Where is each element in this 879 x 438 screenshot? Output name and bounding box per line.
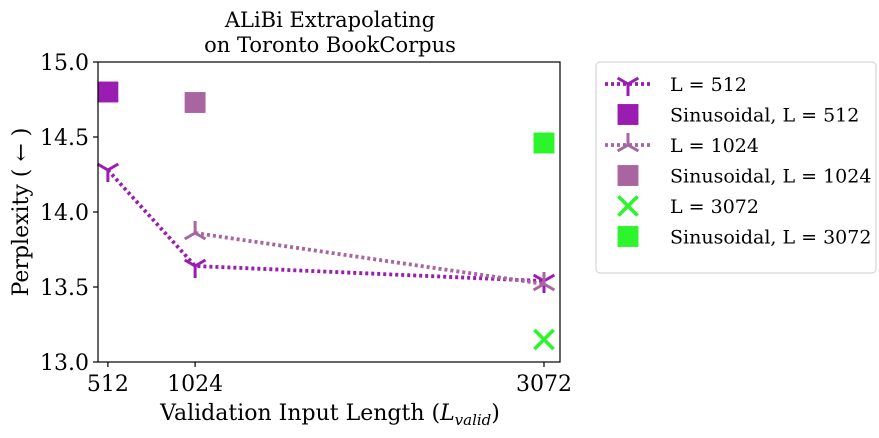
- legend-marker-5: [617, 226, 639, 247]
- y-tick-label: 13.5: [40, 276, 89, 301]
- x-axis-label: Validation Input Length (Lvalid): [159, 401, 500, 429]
- legend-label-2: L = 1024: [670, 135, 759, 157]
- y-tick-label: 15.0: [40, 51, 89, 76]
- x-axis-label-close: ): [491, 401, 500, 426]
- data-point-0-1: [183, 258, 207, 278]
- data-point-0-0: [96, 162, 120, 182]
- plot-area: [96, 81, 556, 351]
- chart-title: ALiBi Extrapolating: [224, 8, 435, 32]
- data-point-3-0: [184, 92, 206, 113]
- legend-marker-3: [617, 165, 639, 186]
- series-line-0: [106, 168, 545, 283]
- legend-marker-1: [617, 104, 639, 125]
- data-point-1-0: [97, 81, 119, 103]
- y-tick-label: 13.0: [40, 351, 89, 376]
- plot-frame: [97, 61, 561, 363]
- legend-label-3: Sinusoidal, L = 1024: [670, 166, 871, 188]
- data-point-4-0: [533, 328, 555, 351]
- series-line-2: [194, 231, 545, 286]
- y-axis-label: Perplexity ( ← ): [9, 128, 34, 297]
- x-axis-label-subscript: valid: [455, 411, 492, 429]
- legend-label-0: L = 512: [670, 74, 747, 96]
- y-tick-label: 14.0: [40, 201, 89, 226]
- data-point-2-1: [532, 272, 556, 292]
- legend: L = 512 Sinusoidal, L = 512 L = 1024 Sinuso…: [595, 61, 877, 274]
- legend-marker-2: [616, 133, 640, 153]
- axis-ticks: 512 1024 3072 13.0 13.5 14.0 14.5 15.0: [40, 51, 572, 397]
- legend-marker-0: [616, 76, 640, 96]
- chart-subtitle: on Toronto BookCorpus: [204, 33, 456, 57]
- legend-label-4: L = 3072: [670, 196, 759, 218]
- legend-marker-4: [617, 195, 639, 217]
- y-tick-label: 14.5: [40, 126, 89, 151]
- data-point-2-0: [183, 221, 207, 241]
- x-tick-label: 512: [87, 372, 129, 397]
- x-tick-label: 3072: [516, 372, 572, 397]
- x-tick-label: 1024: [167, 372, 223, 397]
- legend-frame: [595, 61, 877, 274]
- legend-label-1: Sinusoidal, L = 512: [670, 105, 859, 127]
- legend-label-5: Sinusoidal, L = 3072: [670, 227, 871, 249]
- data-point-5-0: [533, 132, 555, 154]
- x-axis-label-variable: L: [439, 401, 455, 426]
- x-axis-label-text: Validation Input Length (: [159, 401, 440, 426]
